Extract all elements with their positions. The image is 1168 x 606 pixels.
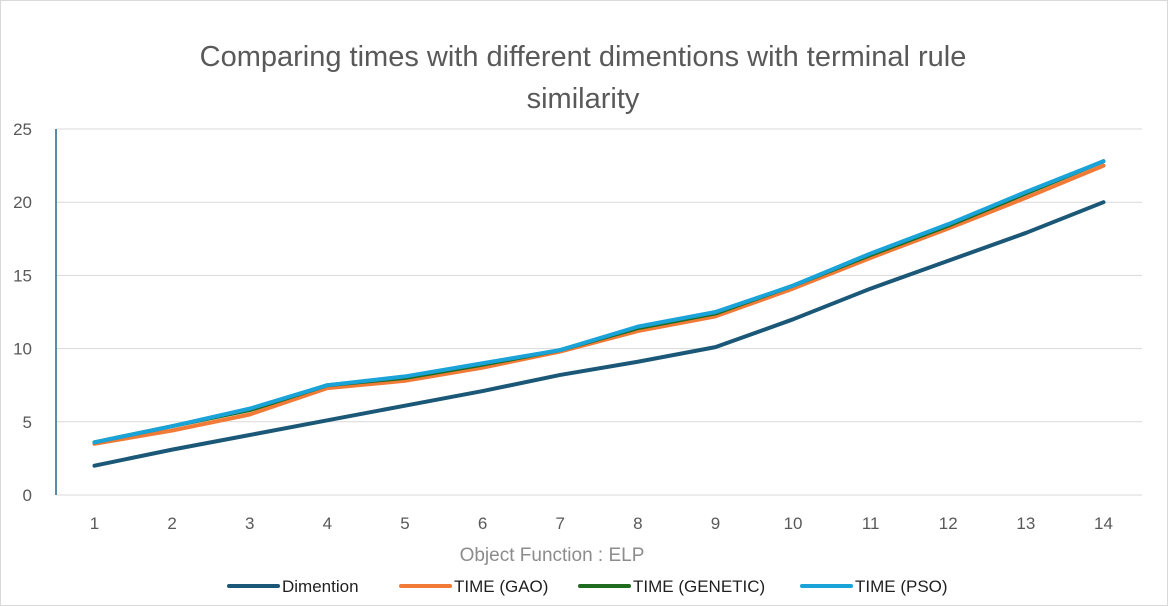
x-tick-label: 7 <box>555 514 564 533</box>
y-tick-label: 20 <box>13 193 32 212</box>
series-line <box>92 200 1106 468</box>
x-tick-label: 13 <box>1016 514 1035 533</box>
data-point <box>636 360 640 364</box>
series-line <box>92 163 1106 446</box>
x-tick-label: 3 <box>245 514 254 533</box>
legend-label: Dimention <box>282 577 359 596</box>
x-tick-label: 1 <box>90 514 99 533</box>
legend-item: TIME (PSO) <box>800 577 948 596</box>
data-point <box>248 407 252 411</box>
legend: Dimention TIME (GAO) TIME (GENETIC) TIME (P… <box>227 577 948 596</box>
data-point <box>480 389 485 393</box>
x-tick-label: 8 <box>633 514 642 533</box>
data-point <box>403 404 407 408</box>
data-point <box>248 412 252 417</box>
chart-title-line-2: similarity <box>526 83 640 115</box>
x-tick-label: 6 <box>478 514 487 533</box>
y-tick-label: 5 <box>23 413 32 432</box>
data-point <box>1024 196 1028 200</box>
x-tick-label: 11 <box>862 514 880 533</box>
series-dimention <box>92 200 1106 468</box>
gridlines <box>56 128 1142 496</box>
data-point <box>92 464 97 468</box>
data-point <box>248 433 252 437</box>
data-point <box>325 418 329 422</box>
y-tick-label: 15 <box>13 266 32 285</box>
data-point <box>170 428 174 433</box>
data-point <box>1024 231 1028 235</box>
x-tick-label: 9 <box>711 514 720 533</box>
legend-label: TIME (GAO) <box>454 577 548 596</box>
data-point <box>791 317 795 321</box>
data-point <box>1101 164 1106 168</box>
data-point <box>92 440 97 444</box>
y-tick-label: 10 <box>13 340 32 359</box>
data-point <box>558 373 562 377</box>
series-time-gao <box>92 163 1106 446</box>
data-point <box>636 325 640 329</box>
data-point <box>170 424 174 428</box>
data-point <box>558 348 562 352</box>
x-tick-label: 4 <box>323 514 332 533</box>
data-point <box>403 374 407 379</box>
data-point <box>480 361 485 365</box>
legend-item: TIME (GENETIC) <box>578 577 765 596</box>
legend-item: TIME (GAO) <box>399 577 548 596</box>
data-point <box>791 284 795 288</box>
data-point <box>869 286 873 291</box>
data-point <box>869 251 873 256</box>
data-point <box>170 448 174 452</box>
data-point <box>325 383 329 387</box>
data-point <box>403 379 407 383</box>
data-point <box>946 222 950 226</box>
x-axis-ticks: 1 2 3 4 5 6 7 8 9 10 11 12 13 14 <box>90 514 1113 533</box>
legend-item: Dimention <box>227 577 359 596</box>
chart-title: Comparing times with different dimention… <box>0 36 1166 120</box>
x-tick-label: 10 <box>784 514 803 533</box>
chart-title-line-1: Comparing times with different dimention… <box>199 41 967 73</box>
data-point <box>713 310 718 314</box>
series-lines <box>92 159 1106 468</box>
y-tick-label: 25 <box>13 120 32 139</box>
legend-label: TIME (GENETIC) <box>633 577 765 596</box>
data-point <box>1101 200 1106 204</box>
legend-label: TIME (PSO) <box>855 577 948 596</box>
x-tick-label: 12 <box>939 514 958 533</box>
x-tick-label: 14 <box>1094 514 1113 533</box>
y-tick-label: 0 <box>23 486 32 505</box>
series-time-pso <box>92 159 1106 445</box>
x-tick-label: 2 <box>167 514 176 533</box>
data-point <box>946 259 950 263</box>
y-axis-ticks: 0 5 10 15 20 25 <box>13 120 32 505</box>
series-line <box>92 159 1106 445</box>
data-point <box>713 345 718 349</box>
data-point <box>1101 159 1106 163</box>
series-line <box>92 159 1106 445</box>
x-tick-label: 5 <box>400 514 409 533</box>
x-axis-label: Object Function : ELP <box>460 545 645 566</box>
data-point <box>1024 190 1028 194</box>
